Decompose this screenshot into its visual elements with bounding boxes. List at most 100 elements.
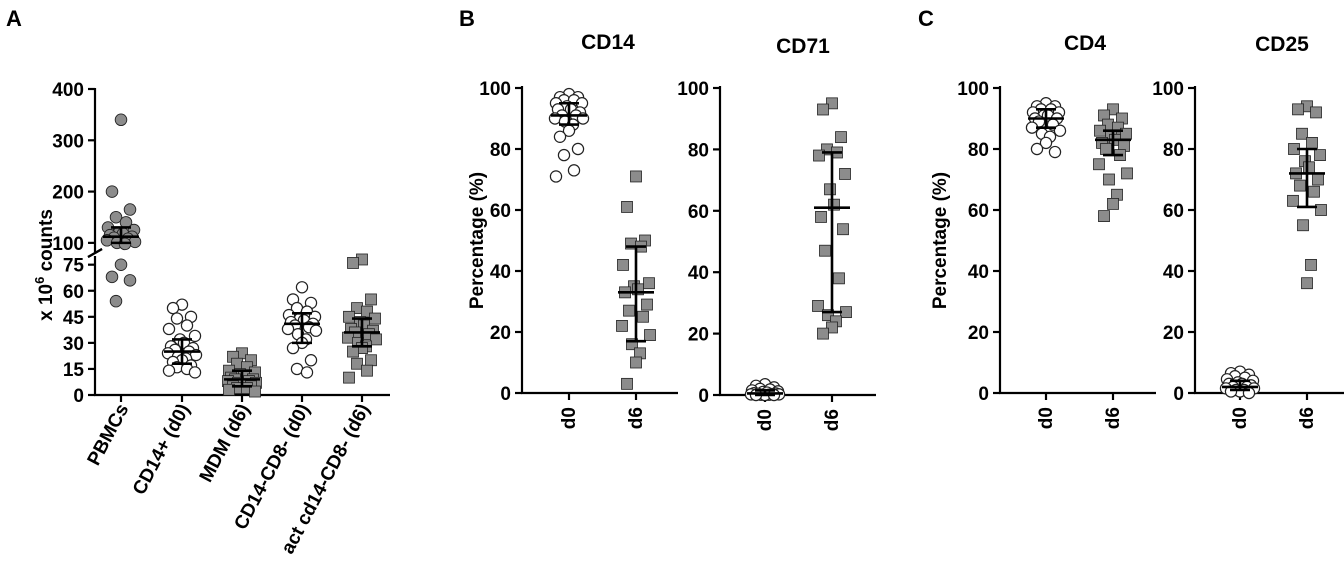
data-point xyxy=(109,210,123,224)
y-tick-label: 40 xyxy=(490,262,511,283)
data-point xyxy=(1100,143,1112,155)
y-tick-label: 80 xyxy=(1163,140,1184,161)
data-point xyxy=(370,333,382,346)
plot-title: CD25 xyxy=(1255,33,1309,56)
data-point xyxy=(123,274,137,287)
data-point xyxy=(641,298,653,311)
data-point xyxy=(180,319,194,332)
data-point xyxy=(361,305,373,318)
panel-letter-c: C xyxy=(918,6,934,31)
data-point xyxy=(162,364,176,377)
y-tick-label: 40 xyxy=(688,263,709,284)
y-axis-title: Percentage (%) xyxy=(467,172,488,309)
y-axis-title: Percentage (%) xyxy=(930,172,951,309)
y-axis-title: x 106 counts xyxy=(32,209,57,321)
y-axis-title-prefix: x 10 xyxy=(36,284,57,321)
x-category-label: d0 xyxy=(559,407,580,429)
data-point xyxy=(630,356,642,369)
data-point xyxy=(166,301,180,315)
plot-title: CD14 xyxy=(581,31,635,54)
data-point xyxy=(1303,161,1315,174)
x-category-label: d0 xyxy=(1230,407,1251,429)
data-point xyxy=(1112,121,1124,134)
y-tick-label: 20 xyxy=(1163,323,1184,344)
data-point xyxy=(840,306,852,319)
data-point xyxy=(621,201,633,213)
data-point xyxy=(1314,149,1326,162)
y-axis-title-exponent: 6 xyxy=(32,277,47,284)
data-point xyxy=(826,321,838,334)
data-point xyxy=(1310,106,1322,119)
data-point xyxy=(347,345,359,358)
data-point xyxy=(170,312,184,325)
x-category-label: MDM (d6) xyxy=(196,400,255,485)
x-category-label: d6 xyxy=(626,407,647,429)
x-category-label: d0 xyxy=(1036,407,1057,429)
y-axis-title-suffix: counts xyxy=(36,209,57,277)
data-point xyxy=(1308,185,1320,198)
y-tick-label: 0 xyxy=(978,384,989,405)
y-tick-label: 60 xyxy=(1163,201,1184,222)
y-tick-label: 400 xyxy=(52,80,84,101)
data-point xyxy=(1294,179,1306,192)
data-point xyxy=(623,304,635,317)
data-point xyxy=(826,97,838,110)
data-point xyxy=(1301,277,1313,290)
data-point xyxy=(1312,173,1324,186)
x-category-label: d6 xyxy=(822,409,843,431)
data-point xyxy=(342,331,354,344)
data-point xyxy=(813,149,825,162)
data-point xyxy=(835,131,847,144)
axis-break-mark xyxy=(87,248,103,258)
data-point xyxy=(828,198,840,211)
data-point xyxy=(626,338,638,351)
data-point xyxy=(361,364,373,377)
y-tick-label: 20 xyxy=(688,325,709,346)
data-point xyxy=(343,371,355,384)
data-point xyxy=(309,324,323,337)
y-tick-label: 40 xyxy=(968,262,989,283)
data-point xyxy=(188,329,202,343)
y-tick-label: 100 xyxy=(677,79,709,100)
data-point xyxy=(304,354,318,367)
data-point xyxy=(343,310,355,323)
y-tick-label: 45 xyxy=(63,308,85,329)
data-point xyxy=(1305,258,1317,271)
data-point xyxy=(351,357,363,370)
data-point xyxy=(819,244,831,257)
data-point xyxy=(833,272,845,285)
data-point xyxy=(632,283,644,296)
data-point xyxy=(616,319,628,332)
y-tick-label: 200 xyxy=(52,183,84,204)
y-tick-label: 0 xyxy=(500,384,511,405)
chart-panel-b-cd71: CD71 0 20 40 60 80 100 d0 d6 xyxy=(677,35,876,431)
y-tick-label: 80 xyxy=(688,140,709,161)
data-point xyxy=(1103,173,1115,186)
data-point xyxy=(1025,121,1039,134)
data-point xyxy=(1053,124,1067,137)
y-tick-label: 100 xyxy=(1152,79,1184,100)
chart-panel-c-cd4: CD4 Percentage (%) 0 20 40 60 80 100 d0 d6 xyxy=(930,32,1156,429)
data-point xyxy=(1107,197,1119,210)
y-tick-label: 300 xyxy=(52,131,84,152)
data-point xyxy=(1315,204,1327,216)
y-tick-label: 100 xyxy=(479,79,511,100)
x-category-label: d0 xyxy=(755,409,776,431)
y-tick-label: 60 xyxy=(490,201,511,222)
data-point xyxy=(188,366,202,379)
y-tick-label: 80 xyxy=(490,140,511,161)
data-point xyxy=(109,294,123,308)
data-point xyxy=(1048,145,1062,159)
plot-title: CD4 xyxy=(1064,32,1106,55)
data-point xyxy=(162,322,176,336)
y-tick-label: 20 xyxy=(490,323,511,344)
data-point xyxy=(637,310,649,323)
data-point xyxy=(643,277,655,290)
data-point xyxy=(824,183,836,196)
y-tick-label: 40 xyxy=(1163,262,1184,283)
panel-letter-a: A xyxy=(6,6,22,31)
data-point xyxy=(837,223,849,236)
data-point xyxy=(249,385,261,398)
